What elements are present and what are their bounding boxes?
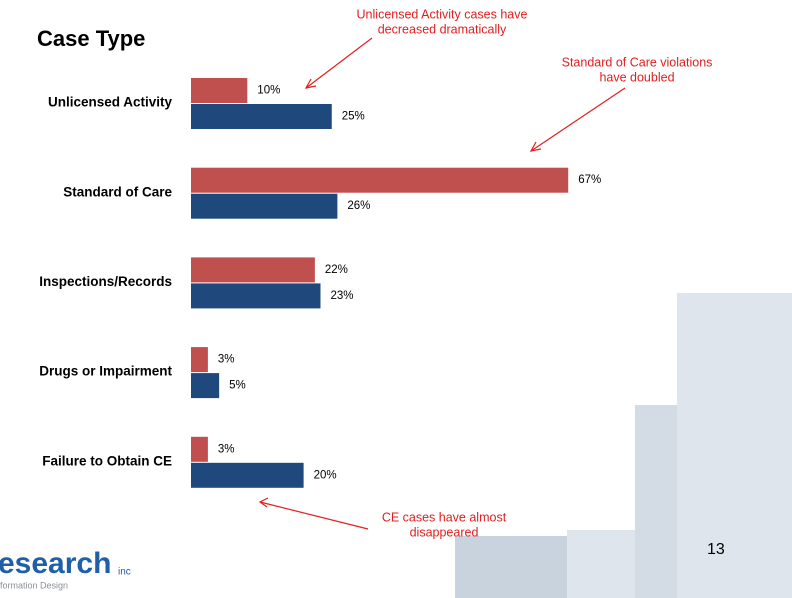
arrowhead xyxy=(304,78,317,89)
annotation: CE cases have almost xyxy=(382,510,507,524)
category-label: Failure to Obtain CE xyxy=(42,453,172,468)
value-label: 25% xyxy=(342,111,365,123)
logo-suffix: inc xyxy=(118,567,131,578)
bar xyxy=(191,283,321,309)
bar xyxy=(191,167,569,193)
annotation-arrows xyxy=(258,37,626,530)
value-label: 22% xyxy=(325,264,348,276)
annotation: decreased dramatically xyxy=(378,22,507,36)
arrow xyxy=(305,37,373,89)
background-step xyxy=(455,536,567,598)
category-label: Drugs or Impairment xyxy=(39,364,172,379)
chart-title: Case Type xyxy=(37,26,145,51)
value-label: 20% xyxy=(314,469,337,481)
category-label: Standard of Care xyxy=(63,184,172,199)
value-label: 26% xyxy=(347,200,370,212)
arrowhead xyxy=(258,497,269,508)
bar xyxy=(191,373,220,399)
value-label: 5% xyxy=(229,380,246,392)
annotation: Standard of Care violations xyxy=(562,55,713,69)
value-label: 23% xyxy=(330,290,353,302)
value-label: 3% xyxy=(218,443,235,455)
bar xyxy=(191,436,208,462)
background-step xyxy=(635,405,677,598)
bar xyxy=(191,257,315,283)
arrow xyxy=(530,87,626,152)
background-step xyxy=(567,530,635,598)
logo-tagline: formation Design xyxy=(0,580,68,590)
logo-word: esearch xyxy=(0,547,111,580)
bar xyxy=(191,78,248,103)
value-label: 3% xyxy=(218,354,235,366)
arrowhead xyxy=(529,141,542,152)
annotation: disappeared xyxy=(410,525,479,539)
category-label: Inspections/Records xyxy=(39,274,172,289)
bar xyxy=(191,347,208,373)
bar xyxy=(191,462,304,488)
background-step xyxy=(677,293,792,598)
bar xyxy=(191,193,338,219)
category-label: Unlicensed Activity xyxy=(48,95,173,110)
value-label: 10% xyxy=(257,85,280,97)
value-label: 67% xyxy=(578,174,601,186)
bar xyxy=(191,104,332,129)
arrow xyxy=(259,501,369,530)
annotation: Unlicensed Activity cases have xyxy=(357,7,528,21)
page-number: 13 xyxy=(707,541,725,558)
annotation: have doubled xyxy=(599,70,674,84)
